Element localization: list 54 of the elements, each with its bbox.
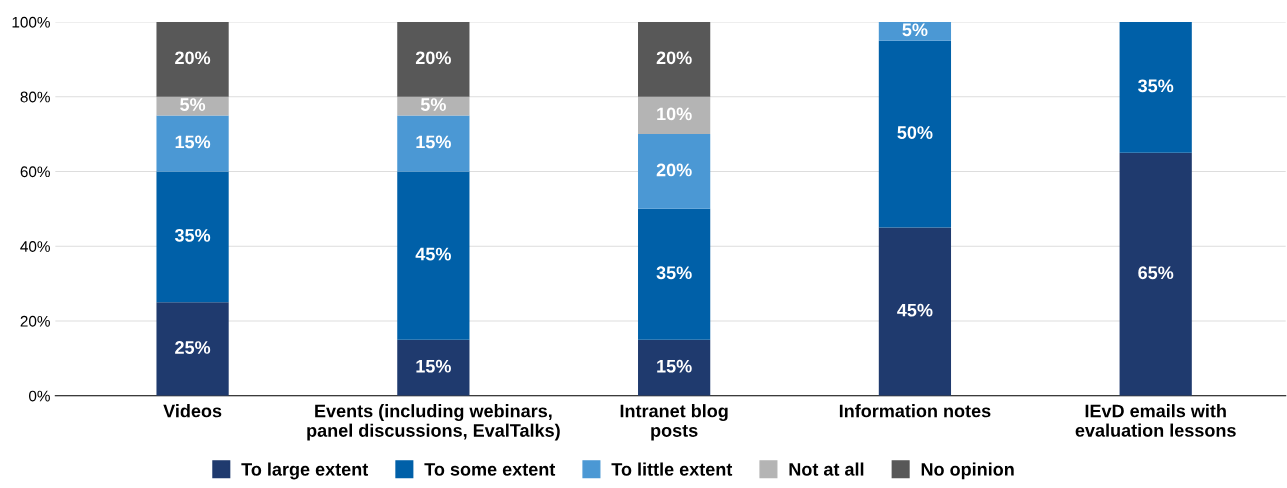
- data-label: 15%: [175, 135, 211, 149]
- bar: [878, 21, 952, 41]
- bar: [638, 96, 711, 135]
- legend-label: To large extent: [241, 462, 369, 480]
- data-label: 10%: [657, 107, 692, 121]
- data-label: 45%: [415, 247, 451, 261]
- data-label: 35%: [656, 266, 692, 280]
- y-tick-label: 100%: [12, 16, 50, 28]
- bar: [638, 208, 711, 340]
- data-label: 35%: [174, 228, 211, 242]
- bar: [1119, 152, 1192, 396]
- bar: [878, 40, 952, 228]
- bar: [638, 21, 711, 97]
- bar: [156, 302, 229, 396]
- data-label: 15%: [416, 135, 451, 149]
- bar: [878, 227, 952, 396]
- data-label: 15%: [416, 359, 451, 373]
- bar: [638, 134, 711, 209]
- x-tick-label: IEvD emails with evaluation lessons: [1075, 404, 1236, 437]
- data-label: 20%: [175, 51, 211, 65]
- x-tick-label: Videos: [163, 404, 222, 418]
- data-label: 20%: [656, 163, 692, 177]
- data-label: 15%: [657, 359, 692, 373]
- data-label: 45%: [897, 303, 933, 317]
- y-tick-label: 60%: [20, 166, 50, 178]
- legend-label: Not at all: [789, 462, 864, 476]
- y-tick-label: 80%: [20, 91, 50, 103]
- bar: [156, 171, 229, 303]
- data-label: 25%: [175, 341, 211, 354]
- x-tick-label: Events (including webinars, panel discussions, EvalTalks): [307, 404, 560, 441]
- bar: [638, 339, 711, 396]
- legend-label: To little extent: [611, 462, 733, 476]
- x-tick-label: Intranet blog posts: [620, 404, 728, 441]
- bar: [156, 21, 229, 97]
- data-label: 65%: [1138, 266, 1174, 280]
- bar: [1119, 21, 1192, 153]
- data-label: 35%: [1138, 79, 1174, 93]
- bar: [156, 115, 229, 172]
- data-label: 50%: [897, 126, 933, 139]
- data-label: 5%: [902, 23, 928, 37]
- bar: [397, 339, 470, 396]
- x-tick-label: Information notes: [839, 404, 991, 418]
- y-tick-label: 20%: [20, 315, 50, 327]
- data-label: 20%: [415, 51, 451, 65]
- data-label: 5%: [180, 98, 206, 111]
- data-label: 20%: [656, 51, 692, 65]
- y-tick-label: 40%: [20, 241, 50, 252]
- bar: [397, 21, 470, 97]
- bar: [397, 115, 470, 172]
- bar: [397, 171, 470, 340]
- legend-label: No opinion: [921, 462, 1014, 480]
- legend-label: To some extent: [424, 463, 556, 476]
- y-tick-label: 0%: [29, 390, 50, 402]
- data-label: 5%: [420, 98, 446, 111]
